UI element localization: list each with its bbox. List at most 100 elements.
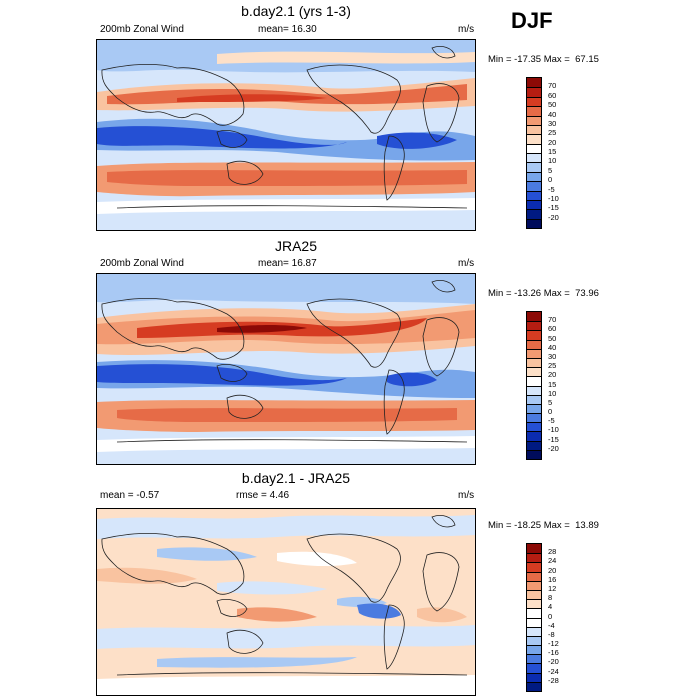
colorbar-tick-label: 25 bbox=[548, 128, 557, 138]
colorbar-swatch bbox=[527, 321, 541, 331]
colorbar-swatch bbox=[527, 544, 541, 554]
colorbar-swatch bbox=[527, 134, 541, 144]
colorbar-tick-label: -20 bbox=[548, 212, 559, 222]
colorbar-swatch bbox=[527, 78, 541, 88]
colorbar-swatch bbox=[527, 449, 541, 459]
colorbar-tick-label: 20 bbox=[548, 137, 557, 147]
panel-2-map-svg bbox=[97, 274, 475, 464]
panel-2-title: JRA25 bbox=[274, 238, 318, 254]
colorbar-tick-label: 5 bbox=[548, 397, 553, 407]
colorbar-swatch bbox=[527, 87, 541, 97]
colorbar-tick-label: -15 bbox=[548, 434, 559, 444]
panel-2-map bbox=[96, 273, 476, 465]
colorbar-swatch bbox=[527, 209, 541, 219]
colorbar-swatch bbox=[527, 162, 541, 172]
colorbar-tick-label: 60 bbox=[548, 90, 557, 100]
colorbar-tick-label: 25 bbox=[548, 361, 557, 371]
panel-2-left-label: 200mb Zonal Wind bbox=[100, 258, 184, 269]
colorbar-swatch bbox=[527, 96, 541, 107]
colorbar-swatch bbox=[527, 617, 541, 627]
panel-3-mean-label: mean = -0.57 bbox=[100, 490, 160, 501]
colorbar-swatch bbox=[527, 403, 541, 414]
colorbar-tick-label: 10 bbox=[548, 388, 557, 398]
colorbar-swatch bbox=[527, 663, 541, 673]
colorbar-tick-label: -28 bbox=[548, 675, 559, 685]
colorbar-tick-label: -5 bbox=[548, 416, 555, 426]
colorbar-tick-label: 8 bbox=[548, 593, 553, 603]
panel-3-rmse-label: rmse = 4.46 bbox=[236, 490, 290, 501]
colorbar-tick-label: 15 bbox=[548, 147, 557, 156]
colorbar-tick-label: -5 bbox=[548, 184, 555, 194]
colorbar-swatch bbox=[527, 143, 541, 153]
colorbar-tick-label: 40 bbox=[548, 342, 557, 352]
colorbar-tick-label: 5 bbox=[548, 165, 553, 175]
colorbar-tick-label: 16 bbox=[548, 574, 557, 584]
panel-3-map-svg bbox=[97, 509, 475, 695]
panel-3-title: b.day2.1 - JRA25 bbox=[241, 470, 351, 486]
colorbar-tick-label: -10 bbox=[548, 193, 559, 203]
panel-2-units: m/s bbox=[458, 258, 475, 269]
colorbar-swatch bbox=[527, 199, 541, 210]
colorbar-swatch bbox=[527, 153, 541, 163]
colorbar-tick-label: -15 bbox=[548, 203, 559, 213]
colorbar-swatch bbox=[527, 339, 541, 349]
colorbar-swatch bbox=[527, 422, 541, 432]
colorbar-tick-label: -20 bbox=[548, 657, 559, 667]
colorbar-tick-label: 30 bbox=[548, 118, 557, 128]
colorbar-tick-label: 28 bbox=[548, 547, 557, 557]
season-label: DJF bbox=[511, 8, 553, 33]
colorbar-tick-label: 4 bbox=[548, 602, 553, 612]
colorbar-tick-label: -12 bbox=[548, 639, 559, 649]
colorbar-swatch bbox=[527, 645, 541, 655]
colorbar-swatch bbox=[527, 106, 541, 116]
colorbar-swatch bbox=[527, 357, 541, 368]
colorbar-swatch bbox=[527, 440, 541, 450]
panel-3-units: m/s bbox=[458, 490, 475, 501]
panel-3-map bbox=[96, 508, 476, 696]
colorbar-tick-label: 10 bbox=[548, 156, 557, 166]
colorbar-swatch bbox=[527, 312, 541, 322]
colorbar-tick-label: -16 bbox=[548, 648, 559, 658]
colorbar-swatch bbox=[527, 553, 541, 563]
colorbar-tick-label: 0 bbox=[548, 611, 553, 621]
colorbar-swatch bbox=[527, 672, 541, 682]
colorbar-tick-label: 60 bbox=[548, 324, 557, 334]
colorbar-tick-label: 30 bbox=[548, 351, 557, 361]
panel-1-map bbox=[96, 39, 476, 231]
panel-2-minmax: Min = -13.26 Max = 73.96 bbox=[488, 288, 599, 299]
panel-2-mean-label: mean= 16.87 bbox=[258, 258, 317, 269]
colorbar-swatch bbox=[527, 599, 541, 609]
panel-1-colorbar-ticks: 70 60 50 40 30 25 20 15 10 5 0 -5 -10 -15 -20 bbox=[548, 77, 588, 227]
colorbar-swatch bbox=[527, 330, 541, 340]
colorbar-swatch bbox=[527, 562, 541, 572]
panel-3-colorbar bbox=[526, 543, 542, 692]
colorbar-swatch bbox=[527, 635, 541, 646]
colorbar-swatch bbox=[527, 431, 541, 441]
panel-1-units: m/s bbox=[458, 24, 475, 35]
colorbar-swatch bbox=[527, 608, 541, 618]
colorbar-tick-label: 12 bbox=[548, 583, 557, 593]
colorbar-tick-label: 40 bbox=[548, 109, 557, 119]
colorbar-tick-label: 70 bbox=[548, 81, 557, 91]
colorbar-swatch bbox=[527, 394, 541, 404]
panel-1-title: b.day2.1 (yrs 1-3) bbox=[241, 3, 351, 19]
panel-1-mean-label: mean= 16.30 bbox=[258, 24, 317, 35]
colorbar-tick-label: -8 bbox=[548, 629, 555, 639]
panel-1-map-svg bbox=[97, 40, 475, 230]
colorbar-swatch bbox=[527, 580, 541, 590]
colorbar-tick-label: 20 bbox=[548, 565, 557, 575]
colorbar-swatch bbox=[527, 367, 541, 377]
colorbar-swatch bbox=[527, 376, 541, 386]
colorbar-tick-label: 0 bbox=[548, 175, 553, 185]
panel-1-colorbar bbox=[526, 77, 542, 229]
colorbar-tick-label: 0 bbox=[548, 407, 553, 417]
colorbar-swatch bbox=[527, 681, 541, 691]
colorbar-tick-label: -24 bbox=[548, 666, 559, 676]
colorbar-tick-label: 70 bbox=[548, 315, 557, 325]
panel-1-left-label: 200mb Zonal Wind bbox=[100, 24, 184, 35]
panel-3-minmax: Min = -18.25 Max = 13.89 bbox=[488, 520, 599, 531]
panel-2-colorbar-ticks: 70 60 50 40 30 25 20 15 10 5 0 -5 -10 -15 -20 bbox=[548, 311, 588, 458]
panel-2-colorbar bbox=[526, 311, 542, 460]
panel-3-colorbar-ticks: 28 24 20 16 12 8 4 0 -4 -8 -12 -16 -20 -24 -28 bbox=[548, 543, 588, 690]
colorbar-swatch bbox=[527, 571, 541, 581]
